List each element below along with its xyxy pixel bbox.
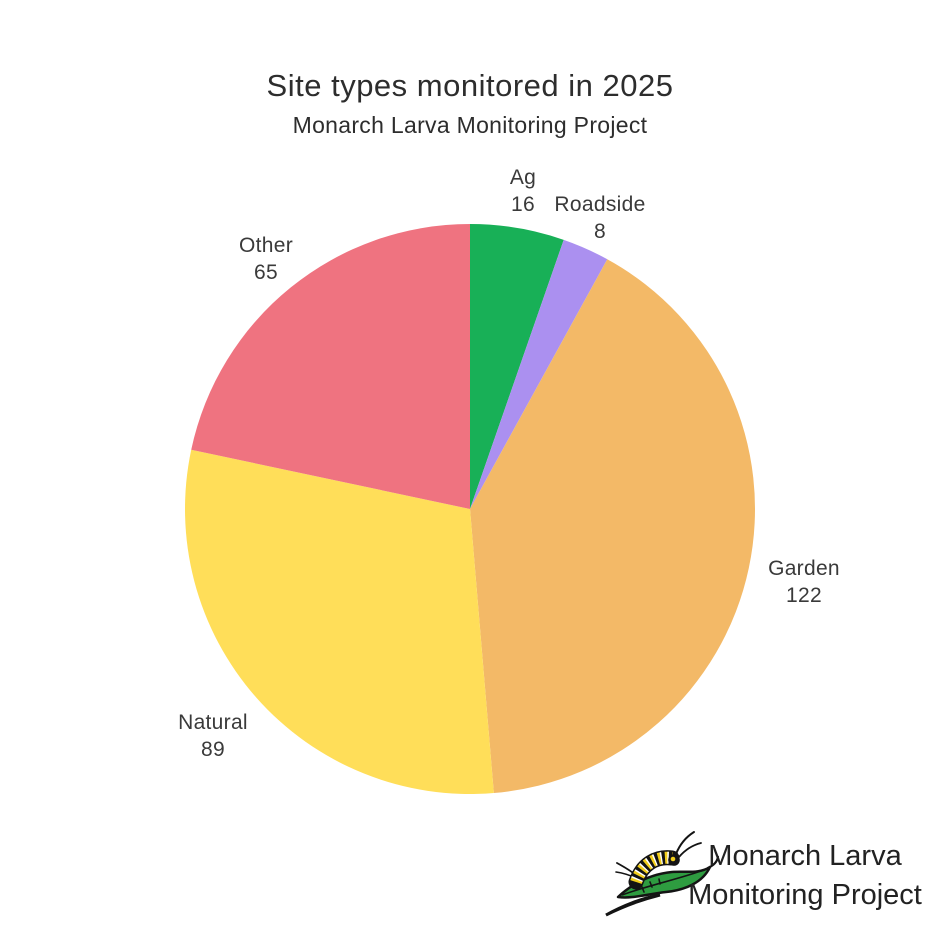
slice-label-other: Other 65 bbox=[239, 232, 293, 286]
logo-line1: Monarch Larva bbox=[708, 840, 902, 872]
pie-slice-other bbox=[191, 224, 471, 509]
slice-value: 122 bbox=[786, 584, 822, 607]
slice-name: Other bbox=[238, 234, 294, 257]
caterpillar-on-leaf-icon bbox=[605, 831, 719, 917]
slice-label-roadside: Roadside 8 bbox=[554, 191, 645, 245]
slice-name: Garden bbox=[768, 557, 840, 580]
pie-slice-natural bbox=[185, 449, 494, 794]
logo-text: Monarch Larva Monitoring Project bbox=[680, 837, 930, 915]
pie-slice-roadside bbox=[470, 239, 608, 509]
slice-value: 89 bbox=[201, 738, 225, 761]
chart-title: Site types monitored in 2025 bbox=[266, 68, 674, 103]
slice-label-natural: Natural 89 bbox=[178, 709, 248, 763]
chart-subtitle: Monarch Larva Monitoring Project bbox=[292, 112, 648, 138]
logo-line2: Monitoring Project bbox=[688, 879, 922, 911]
slice-label-garden: Garden 122 bbox=[768, 555, 840, 609]
slice-value: 65 bbox=[254, 261, 278, 284]
slice-name: Ag bbox=[509, 166, 537, 189]
slice-name: Roadside bbox=[554, 193, 646, 216]
mlmp-logo: Monarch Larva Monitoring Project bbox=[600, 820, 930, 925]
slice-value: 16 bbox=[511, 193, 535, 216]
slice-name: Natural bbox=[178, 711, 248, 734]
pie-slice-ag bbox=[470, 224, 564, 509]
slice-label-ag: Ag 16 bbox=[510, 164, 536, 218]
slice-value: 8 bbox=[594, 220, 606, 243]
pie-slice-garden bbox=[470, 259, 756, 793]
